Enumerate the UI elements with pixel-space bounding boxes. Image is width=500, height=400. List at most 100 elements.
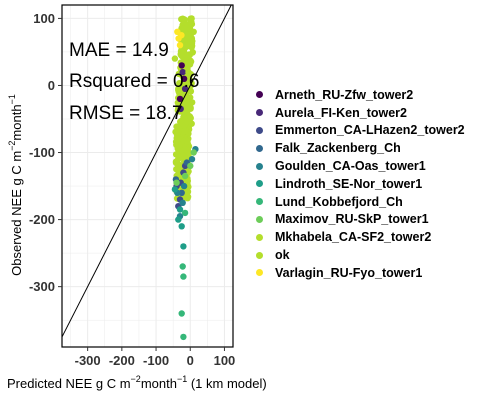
- legend-item: Goulden_CA-Oas_tower1: [252, 157, 465, 175]
- legend-label: Lund_Kobbefjord_Ch: [275, 194, 403, 209]
- legend-item: Lund_Kobbefjord_Ch: [252, 193, 465, 211]
- x-tick-label: -200: [109, 353, 135, 368]
- data-point: [187, 162, 194, 170]
- data-point-ok: [180, 16, 187, 23]
- data-point-ok: [173, 166, 180, 173]
- data-point: [179, 263, 186, 270]
- legend-label: Falk_Zackenberg_Ch: [275, 141, 401, 156]
- x-axis-title: Predicted NEE g C m−2month−1 (1 km model…: [7, 374, 267, 391]
- legend-label: Emmerton_CA-LHazen2_tower2: [275, 123, 465, 138]
- data-point: [176, 42, 184, 49]
- legend-swatch: [256, 233, 263, 241]
- data-point: [171, 186, 179, 193]
- legend-label: Mkhabela_CA-SF2_tower2: [275, 230, 432, 245]
- legend-swatch: [256, 109, 263, 117]
- legend-swatch: [256, 198, 263, 206]
- data-point-ok: [189, 99, 196, 106]
- rmse-label: RMSE = 18.7: [69, 103, 183, 124]
- legend-item: Maximov_RU-SkP_tower1: [252, 211, 465, 229]
- data-point: [179, 68, 186, 76]
- data-point: [171, 55, 179, 62]
- data-point-ok: [181, 128, 188, 135]
- legend-swatch: [256, 144, 263, 152]
- y-axis-ticks: -300 -200 -100 0 100: [29, 11, 62, 294]
- x-tick-label: -300: [75, 353, 101, 368]
- legend-swatch: [256, 251, 263, 259]
- data-point: [180, 333, 187, 341]
- y-tick-label: 0: [48, 78, 55, 93]
- data-point: [180, 75, 188, 83]
- data-point-ok: [187, 114, 194, 121]
- y-tick-label: -300: [29, 279, 55, 294]
- plot-background: [62, 5, 233, 347]
- plot-border: [61, 4, 234, 348]
- data-point-ok: [173, 134, 180, 142]
- data-point: [181, 209, 189, 217]
- data-point: [179, 199, 186, 206]
- data-point: [178, 32, 185, 39]
- legend-item: Falk_Zackenberg_Ch: [252, 139, 465, 157]
- data-point: [180, 243, 187, 250]
- data-point: [181, 172, 189, 180]
- legend-item: Lindroth_SE-Nor_tower1: [252, 175, 465, 193]
- legend-label: ok: [275, 248, 290, 263]
- data-point-ok: [188, 20, 196, 28]
- data-point: [173, 179, 180, 186]
- legend-item: Arneth_RU-Zfw_tower2: [252, 86, 465, 104]
- data-point: [180, 182, 188, 190]
- identity-line: [61, 4, 232, 338]
- legend-label: Varlagin_RU-Fyo_tower1: [275, 265, 423, 280]
- data-point-ok: [189, 48, 196, 56]
- data-point: [180, 273, 187, 280]
- data-point: [185, 68, 192, 76]
- data-point-ok: [173, 150, 181, 158]
- y-tick-label: -200: [29, 212, 55, 227]
- y-axis-title: Observed NEE g C m−2month−1: [7, 94, 24, 276]
- data-point: [188, 156, 196, 163]
- x-tick-label: -100: [143, 353, 169, 368]
- data-point: [178, 223, 185, 230]
- legend-label: Maximov_RU-SkP_tower1: [275, 212, 429, 227]
- legend-swatch: [256, 91, 263, 99]
- data-point: [178, 310, 185, 317]
- legend-swatch: [256, 180, 263, 188]
- legend-swatch: [256, 215, 263, 223]
- data-point-ok: [187, 58, 195, 65]
- legend-label: Arneth_RU-Zfw_tower2: [275, 87, 414, 102]
- grid: [62, 5, 233, 347]
- x-tick-label: 100: [214, 353, 236, 368]
- data-point: [176, 95, 184, 103]
- data-point-ok: [181, 146, 189, 153]
- data-point: [181, 85, 189, 93]
- legend-item: Varlagin_RU-Fyo_tower1: [252, 264, 465, 282]
- data-point-ok: [184, 81, 192, 88]
- legend-item: ok: [252, 246, 465, 264]
- legend-item: Emmerton_CA-LHazen2_tower2: [252, 122, 465, 140]
- legend-label: Lindroth_SE-Nor_tower1: [275, 176, 423, 191]
- data-point: [190, 149, 197, 156]
- data-point: [175, 216, 182, 223]
- data-point-ok: [180, 152, 187, 160]
- rsquared-label: Rsquared = 0.6: [69, 71, 199, 92]
- data-point-ok: [183, 138, 190, 145]
- x-axis-ticks: -300 -200 -100 0 100: [75, 347, 236, 368]
- data-point-ok: [176, 142, 183, 149]
- data-point-ok: [174, 129, 181, 136]
- legend-label: Aurela_FI-Ken_tower2: [275, 105, 407, 120]
- data-point: [178, 189, 185, 196]
- y-tick-label: 100: [33, 11, 55, 26]
- legend-swatch: [256, 126, 263, 134]
- data-point: [190, 28, 197, 35]
- legend-label: Goulden_CA-Oas_tower1: [275, 159, 426, 174]
- data-point-ok: [172, 158, 180, 165]
- mae-label: MAE = 14.9: [69, 40, 169, 61]
- data-point-ok: [183, 24, 190, 32]
- y-tick-label: -100: [29, 145, 55, 160]
- data-point-ok: [183, 118, 191, 126]
- legend-swatch: [256, 269, 263, 277]
- data-point: [176, 206, 184, 213]
- legend-item: Aurela_FI-Ken_tower2: [252, 104, 465, 122]
- data-point-ok: [188, 38, 196, 45]
- legend-item: Mkhabela_CA-SF2_tower2: [252, 228, 465, 246]
